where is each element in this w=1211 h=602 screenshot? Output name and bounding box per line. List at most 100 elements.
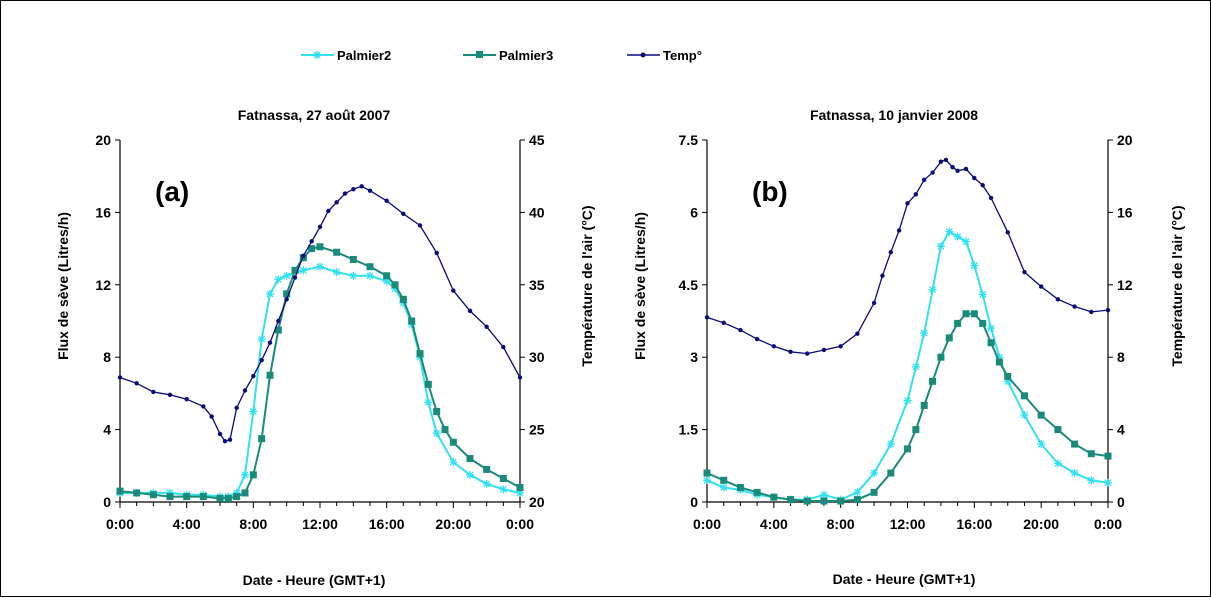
data-point (267, 340, 273, 345)
data-point (803, 497, 811, 505)
data-point (903, 396, 912, 405)
data-point (241, 470, 249, 479)
data-point (424, 380, 432, 388)
y2-tick-label: 20 (529, 494, 545, 510)
data-point (199, 493, 207, 501)
panel-label: (b) (752, 176, 788, 207)
data-point (904, 445, 911, 453)
data-point (703, 469, 711, 477)
data-point (1037, 411, 1045, 419)
square-marker-icon (476, 51, 483, 58)
data-point (955, 168, 960, 173)
data-point (888, 250, 893, 255)
data-point (209, 414, 214, 419)
data-point (183, 493, 191, 501)
data-point (1053, 459, 1062, 468)
y2-tick-label: 20 (1117, 132, 1133, 148)
data-point (259, 357, 264, 363)
data-point (466, 455, 474, 463)
data-point (1020, 392, 1028, 400)
data-point (880, 273, 885, 278)
y2-axis-title: Température de l'air (°C) (579, 205, 595, 366)
x-tick-label: 12:00 (890, 516, 926, 532)
data-point (116, 487, 124, 495)
data-point (274, 275, 283, 284)
data-point (266, 289, 274, 298)
data-point (962, 310, 970, 318)
data-point (1004, 373, 1012, 381)
x-axis-title: Date - Heure (GMT+1) (243, 572, 386, 588)
data-point (922, 177, 927, 183)
chart-title: Fatnassa, 10 janvier 2008 (810, 107, 978, 123)
data-point (853, 496, 861, 504)
data-point (987, 339, 995, 347)
y-tick-label: 1.5 (679, 422, 699, 438)
data-point (1005, 230, 1010, 235)
data-point (1020, 411, 1029, 420)
data-point (134, 381, 139, 386)
y-tick-label: 7.5 (679, 132, 699, 148)
data-point (424, 398, 433, 407)
data-point (987, 324, 995, 333)
data-point (954, 319, 962, 327)
data-point (736, 484, 744, 492)
series-temp (704, 157, 1111, 356)
data-point (820, 497, 828, 505)
data-point (401, 211, 406, 217)
data-point (870, 469, 879, 477)
data-point (467, 308, 473, 314)
data-point (896, 228, 902, 233)
data-point (950, 164, 955, 170)
data-point (943, 157, 949, 163)
data-point (117, 375, 123, 380)
x-tick-label: 20:00 (435, 516, 471, 532)
y2-tick-label: 8 (1117, 349, 1125, 365)
data-point (299, 266, 308, 275)
data-point (887, 469, 895, 477)
x-tick-label: 8:00 (239, 516, 267, 532)
y-tick-label: 20 (95, 132, 111, 148)
data-point (788, 349, 793, 354)
data-point (251, 373, 256, 379)
data-point (913, 192, 919, 197)
data-point (945, 227, 954, 236)
data-point (316, 262, 324, 271)
data-point (384, 198, 389, 204)
y2-tick-label: 45 (529, 132, 545, 148)
data-point (721, 320, 726, 326)
data-point (441, 426, 449, 434)
data-point (349, 271, 358, 280)
data-point (1037, 440, 1046, 449)
data-point (963, 166, 969, 172)
data-point (855, 331, 860, 336)
data-point (995, 358, 1003, 366)
panel-label: (a) (155, 176, 189, 207)
data-point (988, 195, 994, 201)
data-point (972, 175, 977, 181)
y-tick-label: 0 (690, 494, 698, 510)
x-tick-label: 16:00 (956, 516, 992, 532)
data-point (870, 488, 878, 496)
data-point (962, 237, 970, 246)
data-point (383, 272, 391, 280)
x-axis-title: Date - Heure (GMT+1) (833, 571, 976, 587)
data-point (308, 245, 316, 253)
data-point (216, 494, 224, 502)
data-point (920, 329, 929, 338)
data-point (217, 431, 223, 437)
chart-panel-b: Fatnassa, 10 janvier 2008 (b) Date - Heu… (632, 107, 1185, 587)
data-point (326, 208, 331, 214)
legend: Palmier2 Palmier3 Temp° (301, 48, 702, 63)
asterisk-marker-icon (313, 51, 321, 59)
data-point (234, 405, 239, 411)
data-point (233, 493, 241, 501)
y-tick-label: 4 (103, 422, 111, 438)
data-point (821, 347, 827, 353)
x-tick-label: 0:00 (106, 516, 134, 532)
data-point (929, 377, 937, 385)
data-point (449, 438, 457, 446)
data-point (853, 488, 862, 497)
data-point (292, 275, 298, 280)
data-point (499, 474, 507, 482)
x-tick-label: 4:00 (173, 516, 201, 532)
